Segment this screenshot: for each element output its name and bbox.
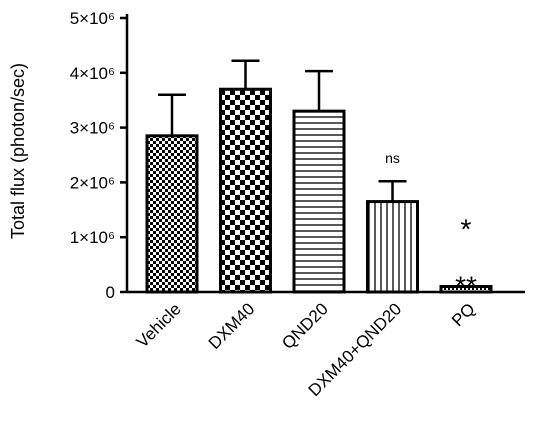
x-tick-label: DXM40 [205, 299, 259, 353]
bar-dxm40-qnd20 [366, 200, 419, 294]
annotation-dxm40-qnd20: ns [385, 150, 400, 166]
x-tick-label: PQ [448, 299, 479, 330]
annotation-pq: ** [455, 271, 477, 302]
x-tick-label: QND20 [278, 299, 332, 353]
x-tick-label: Vehicle [133, 299, 185, 351]
y-tick-label: 2×10⁶ [70, 173, 115, 192]
annotation-pq: * [461, 214, 472, 245]
y-tick-label: 1×10⁶ [70, 228, 115, 247]
y-tick-label: 4×10⁶ [70, 64, 115, 83]
bar-qnd20 [292, 109, 346, 294]
bar-vehicle [145, 134, 199, 294]
bar-dxm40 [219, 87, 272, 294]
y-tick-label: 3×10⁶ [70, 119, 115, 138]
y-tick-label: 5×10⁶ [70, 9, 115, 28]
y-tick-label: 0 [106, 283, 115, 302]
bar-pq [439, 285, 493, 294]
y-axis-title: Total flux (photon/sec) [8, 63, 28, 239]
bars [145, 59, 493, 294]
